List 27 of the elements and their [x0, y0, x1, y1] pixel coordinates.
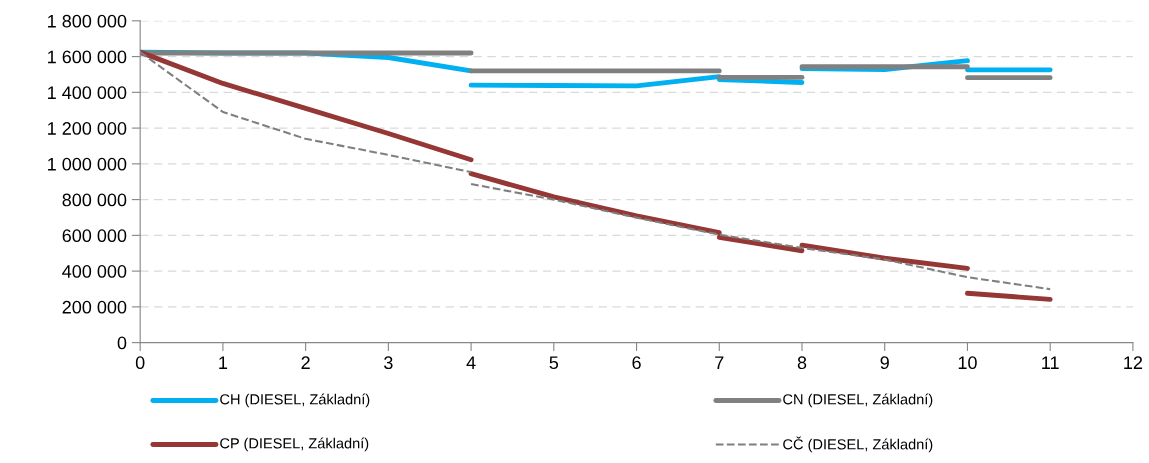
legend-label: CN (DIESEL, Základní) [783, 393, 933, 408]
y-tick-label: 600 000 [62, 229, 127, 243]
x-tick-label: 4 [466, 356, 476, 369]
x-tick-label: 6 [632, 356, 641, 370]
x-tick-label: 12 [1124, 356, 1143, 369]
y-tick-label: 1 000 000 [48, 157, 127, 171]
legend-label: CH (DIESEL, Základní) [220, 393, 370, 408]
x-tick-label: 8 [797, 356, 807, 370]
x-tick-label: 5 [549, 356, 559, 370]
x-tick-label: 7 [715, 356, 724, 369]
y-tick-label: 0 [117, 336, 127, 350]
y-tick-label: 400 000 [62, 265, 127, 278]
legend-label: CČ (DIESEL, Základní) [783, 436, 933, 453]
x-tick-label: 2 [301, 356, 310, 369]
y-tick-label: 1 600 000 [48, 50, 127, 64]
x-tick-label: 11 [1042, 356, 1059, 369]
x-tick-label: 9 [880, 356, 889, 370]
x-tick-label: 0 [135, 356, 145, 370]
y-tick-label: 200 000 [62, 300, 127, 314]
legend-label: CP (DIESEL, Základní) [220, 437, 369, 452]
y-tick-label: 800 000 [62, 193, 127, 207]
y-tick-label: 1 800 000 [48, 14, 127, 28]
x-tick-label: 10 [958, 356, 977, 370]
y-tick-label: 1 200 000 [48, 122, 127, 135]
x-tick-label: 1 [219, 356, 228, 369]
y-tick-label: 1 400 000 [48, 86, 127, 100]
x-tick-label: 3 [384, 356, 393, 370]
